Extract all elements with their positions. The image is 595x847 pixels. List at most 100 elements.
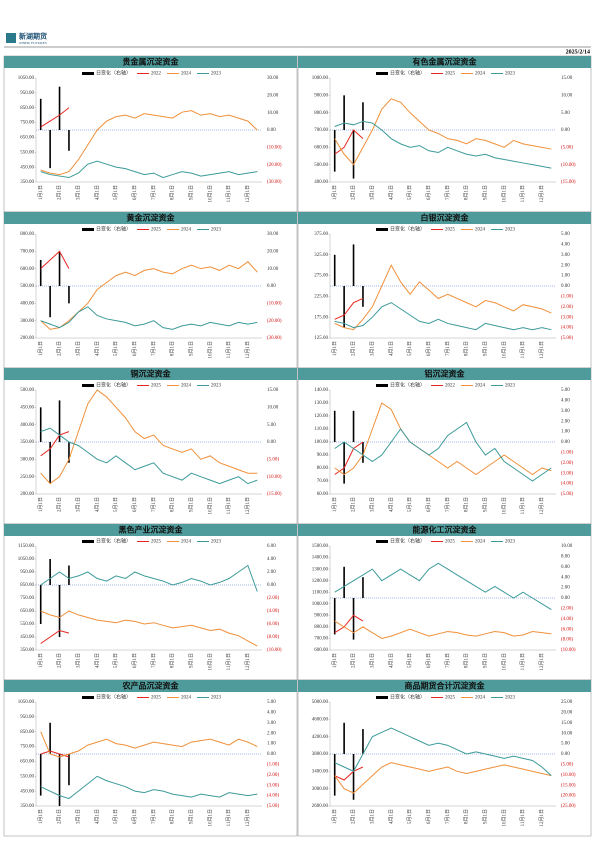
x-tick-label: 6月1日 [426, 185, 432, 200]
y-tick-label: 950.00 [20, 715, 34, 720]
x-tick-label: 6月1日 [132, 497, 138, 512]
bar [58, 585, 61, 637]
y2-tick-label: (10.00) [561, 163, 576, 168]
legend-label: 日变化（右轴） [390, 226, 425, 233]
y2-tick-label: (5.00) [267, 804, 279, 809]
panel-title: 白银沉淀资金 [421, 212, 470, 222]
panel-title-bar [4, 212, 297, 224]
x-tick-label: 11月1日 [520, 341, 526, 358]
x-tick-label: 7月1日 [445, 497, 451, 512]
y2-tick-label: 0.00 [561, 284, 570, 289]
y-tick-label: 400.00 [20, 301, 34, 306]
x-tick-label: 8月1日 [464, 653, 470, 668]
y2-tick-label: (10.00) [267, 648, 282, 653]
x-tick-label: 12月1日 [245, 809, 251, 827]
x-tick-label: 9月1日 [189, 653, 195, 668]
x-tick-label: 5月1日 [407, 653, 413, 668]
y-tick-label: 250.00 [20, 475, 34, 480]
x-tick-label: 2月1日 [351, 809, 357, 824]
x-tick-label: 11月1日 [520, 185, 526, 202]
legend-label: 2024 [475, 228, 486, 233]
x-tick-label: 6月1日 [132, 653, 138, 668]
x-tick-label: 12月1日 [539, 185, 545, 203]
y2-tick-label: 5.00 [561, 388, 570, 393]
x-tick-label: 1月1日 [38, 185, 44, 200]
x-tick-label: 8月1日 [464, 809, 470, 824]
x-tick-label: 12月1日 [245, 497, 251, 515]
x-tick-label: 10月1日 [207, 341, 213, 359]
y2-tick-label: 10.00 [561, 544, 573, 549]
x-tick-label: 7月1日 [151, 341, 157, 356]
y2-tick-label: 0.00 [267, 752, 276, 757]
y2-tick-label: (1.00) [561, 451, 573, 456]
y2-tick-label: 0.00 [267, 128, 276, 133]
bar [68, 442, 70, 463]
x-tick-label: 4月1日 [94, 653, 100, 668]
y2-tick-label: (30.00) [267, 180, 282, 185]
legend-label: 日变化（右轴） [96, 694, 131, 701]
x-tick-label: 1月1日 [332, 809, 338, 824]
legend-label: 2024 [181, 72, 192, 77]
bar [333, 754, 336, 796]
y2-tick-label: 10.00 [561, 731, 573, 736]
panel-border [297, 679, 592, 837]
x-tick-label: 10月1日 [501, 185, 507, 203]
y2-tick-label: 10.00 [267, 267, 279, 272]
line-series [40, 731, 258, 758]
bar [362, 729, 364, 754]
bar [58, 86, 61, 130]
legend-label: 日变化（右轴） [390, 382, 425, 389]
legend-label: 2025 [151, 384, 162, 389]
legend-label: 日变化（右轴） [96, 538, 131, 545]
x-tick-label: 2月1日 [351, 653, 357, 668]
y-tick-label: 750.00 [20, 745, 34, 750]
y-tick-label: 700.00 [20, 249, 34, 254]
x-tick-label: 10月1日 [501, 653, 507, 671]
legend-swatch [82, 696, 94, 699]
line-series [334, 762, 552, 794]
legend-label: 2024 [475, 696, 486, 701]
x-tick-label: 6月1日 [426, 497, 432, 512]
x-tick-label: 11月1日 [226, 341, 232, 358]
line-series [40, 160, 258, 179]
x-tick-label: 4月1日 [388, 185, 394, 200]
bar [68, 130, 70, 151]
y2-tick-label: (30.00) [267, 336, 282, 341]
y2-tick-label: (2.00) [561, 305, 573, 310]
y2-tick-label: (20.00) [267, 163, 282, 168]
y2-tick-label: 2.00 [561, 263, 570, 268]
panel-border [3, 679, 298, 837]
report-date: 2025/2/14 [566, 49, 590, 55]
x-tick-label: 11月1日 [226, 185, 232, 202]
panel-title-bar [298, 368, 591, 380]
legend-swatch [376, 228, 388, 231]
y-tick-label: 850.00 [20, 106, 34, 111]
x-tick-label: 4月1日 [388, 341, 394, 356]
x-tick-label: 6月1日 [426, 653, 432, 668]
y2-tick-label: (6.00) [267, 622, 279, 627]
x-tick-label: 1月1日 [38, 653, 44, 668]
line-series [334, 129, 364, 155]
x-tick-label: 9月1日 [483, 185, 489, 200]
legend-label: 2024 [181, 228, 192, 233]
bar [49, 130, 51, 169]
x-tick-label: 2月1日 [57, 497, 63, 512]
y-tick-label: 900.00 [314, 93, 328, 98]
y2-tick-label: (5.00) [561, 336, 573, 341]
y-tick-label: 350.00 [20, 440, 34, 445]
y-tick-label: 100.00 [314, 440, 328, 445]
line-series [334, 264, 552, 331]
y2-tick-label: (20.00) [561, 794, 576, 799]
line-series [40, 261, 258, 330]
y-tick-label: 140.00 [314, 388, 328, 393]
y2-tick-label: 30.00 [267, 232, 279, 237]
legend-label: 2025 [151, 540, 162, 545]
line-series [334, 614, 364, 634]
y-tick-label: 700.00 [314, 637, 328, 642]
y-tick-label: 300.00 [20, 457, 34, 462]
bar [352, 130, 355, 179]
x-tick-label: 9月1日 [483, 341, 489, 356]
legend-label: 日变化（右轴） [390, 538, 425, 545]
y2-tick-label: 5.00 [267, 423, 276, 428]
